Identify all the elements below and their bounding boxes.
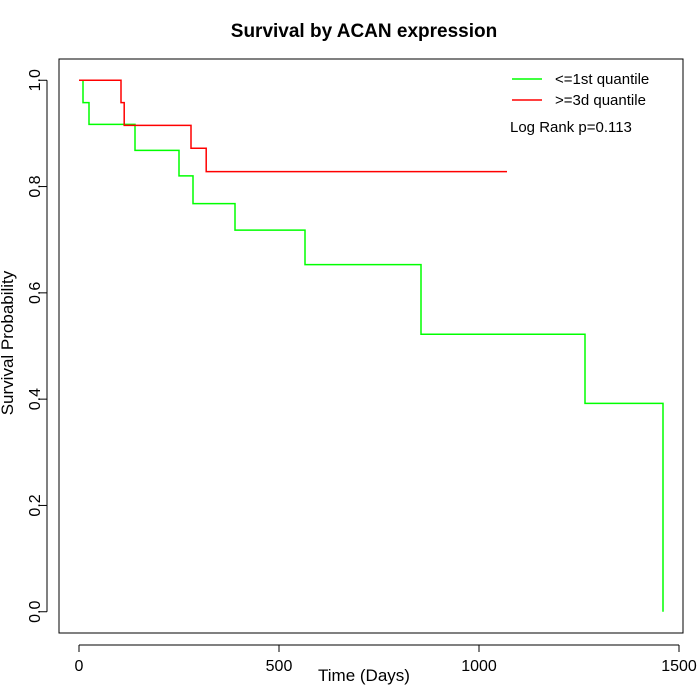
x-tick-label: 1500 (661, 658, 697, 675)
series-layer (79, 79, 664, 612)
log-rank-annotation: Log Rank p=0.113 (510, 119, 632, 136)
plot-frame (58, 58, 684, 634)
x-tick-label: 1000 (461, 658, 497, 675)
x-axis-label: Time (Days) (318, 666, 410, 685)
y-tick-label: 0.6 (27, 282, 44, 304)
legend-label-high: >=3d quantile (555, 92, 646, 109)
y-tick-label: 1.0 (27, 69, 44, 91)
legend-label-low: <=1st quantile (555, 71, 649, 88)
x-tick-label: 0 (75, 658, 84, 675)
x-axis: 0 500 1000 1500 (75, 644, 697, 675)
series-line-low (81, 79, 664, 612)
y-tick-label: 0.8 (27, 175, 44, 197)
legend: <=1st quantile >=3d quantile Log Rank p=… (510, 71, 649, 136)
series-line-high (79, 79, 507, 173)
y-tick-label: 0.2 (27, 494, 44, 516)
y-tick-label: 0.0 (27, 601, 44, 623)
y-axis-label: Survival Probability (0, 270, 17, 415)
chart-title: Survival by ACAN expression (231, 21, 497, 42)
x-tick-label: 500 (266, 658, 293, 675)
y-axis: 0.0 0.2 0.4 0.6 0.8 1.0 (27, 69, 48, 623)
y-tick-label: 0.4 (27, 388, 44, 410)
